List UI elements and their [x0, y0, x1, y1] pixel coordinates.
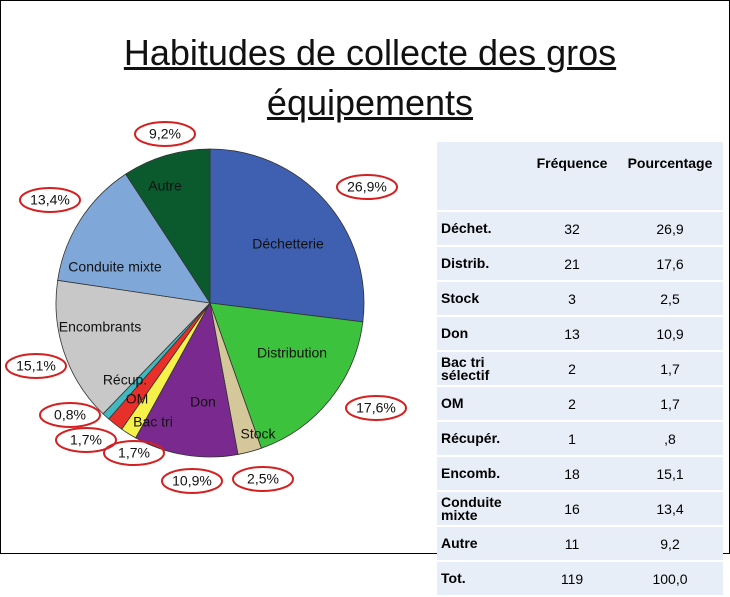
table-cell: 9,2 — [617, 526, 723, 562]
pie-slice — [55, 279, 211, 415]
value-label: 1,7% — [118, 445, 150, 461]
table-cell: 17,6 — [617, 246, 723, 282]
label-ring — [19, 187, 81, 213]
value-label: 1,7% — [70, 432, 102, 448]
slice-label: Distribution — [257, 345, 327, 361]
table-cell: 13,4 — [617, 491, 723, 527]
row-label: Encomb. — [437, 456, 527, 492]
table: Fréquence Pourcentage Déchet. 32 26,9 Distri… — [437, 142, 723, 597]
header-cell: Pourcentage — [617, 142, 723, 212]
row-label: OM — [437, 386, 527, 422]
table-row: Conduite mixte 16 13,4 — [437, 491, 723, 527]
row-label: Distrib. — [437, 246, 527, 282]
pie-slice — [125, 148, 211, 305]
chart-title: Habitudes de collecte des gros équipemen… — [123, 32, 617, 123]
table-row: Encomb. 18 15,1 — [437, 456, 723, 492]
table-cell: 15,1 — [617, 456, 723, 492]
label-ring — [39, 402, 101, 428]
slice-label: OM — [126, 391, 149, 407]
table-cell: ,8 — [617, 421, 723, 457]
label-ring — [232, 466, 294, 492]
pie-slice — [209, 302, 364, 449]
slice-label: Conduite mixte — [68, 259, 162, 275]
slice-label: Récup. — [103, 372, 147, 388]
header-cell: Fréquence — [527, 142, 617, 212]
row-label: Bac tri sélectif — [437, 351, 527, 387]
table-cell: 18 — [527, 456, 617, 492]
table-row: Distrib. 21 17,6 — [437, 246, 723, 282]
table-cell: 1,7 — [617, 386, 723, 422]
row-label: Stock — [437, 281, 527, 317]
table-row: OM 2 1,7 — [437, 386, 723, 422]
row-label: Autre — [437, 526, 527, 562]
label-ring — [134, 121, 196, 147]
table-cell: 11 — [527, 526, 617, 562]
label-ring — [161, 468, 223, 494]
value-label: 15,1% — [16, 358, 56, 374]
table-row: Récupér. 1,8 — [437, 421, 723, 457]
table-row: Don 13 10,9 — [437, 316, 723, 352]
header-cell — [437, 142, 527, 212]
table-cell: 100,0 — [617, 561, 723, 597]
slice-label: Bac tri — [133, 414, 173, 430]
table-cell: 16 — [527, 491, 617, 527]
table-cell: 2 — [527, 386, 617, 422]
slice-label: Stock — [240, 426, 276, 442]
row-label: Conduite mixte — [437, 491, 527, 527]
value-label: 26,9% — [347, 179, 387, 195]
label-ring — [55, 427, 117, 453]
label-ring — [345, 395, 407, 421]
label-ring — [336, 174, 398, 200]
slice-label: Encombrants — [59, 319, 141, 335]
table-row: Tot. 119 100,0 — [437, 561, 723, 597]
slice-label: Déchetterie — [252, 236, 324, 252]
table-row: Stock 3 2,5 — [437, 281, 723, 317]
table-cell: 3 — [527, 281, 617, 317]
value-label: 13,4% — [30, 192, 70, 208]
label-ring — [103, 440, 165, 466]
table-cell: 10,9 — [617, 316, 723, 352]
row-label: Tot. — [437, 561, 527, 597]
table-cell: 32 — [527, 211, 617, 247]
header-row: Fréquence Pourcentage — [437, 142, 723, 212]
pie-slice — [209, 148, 365, 323]
table-cell: 1,7 — [617, 351, 723, 387]
slice-label: Don — [190, 394, 216, 410]
table-cell: 26,9 — [617, 211, 723, 247]
table-cell: 2 — [527, 351, 617, 387]
table-cell: 13 — [527, 316, 617, 352]
pie-slice — [135, 301, 239, 458]
data-table: Fréquence Pourcentage Déchet. 32 26,9 Distri… — [437, 142, 723, 597]
pie-slice — [57, 173, 211, 304]
value-label: 9,2% — [149, 126, 181, 142]
table-row: Déchet. 32 26,9 — [437, 211, 723, 247]
row-label: Don — [437, 316, 527, 352]
table-cell: 119 — [527, 561, 617, 597]
table-row: Autre 11 9,2 — [437, 526, 723, 562]
row-label: Déchet. — [437, 211, 527, 247]
value-label: 10,9% — [172, 473, 212, 489]
value-label: 0,8% — [54, 407, 86, 423]
table-cell: 2,5 — [617, 281, 723, 317]
chart: Déchetterie 26,9% Distribution 17,6% Stock 2,… — [5, 121, 407, 494]
row-label: Récupér. — [437, 421, 527, 457]
label-ring — [5, 353, 67, 379]
table-row: Bac tri sélectif 2 1,7 — [437, 351, 723, 387]
value-label: 2,5% — [247, 471, 279, 487]
value-label: 17,6% — [356, 400, 396, 416]
slice-label: Autre — [148, 178, 182, 194]
table-cell: 1 — [527, 421, 617, 457]
table-cell: 21 — [527, 246, 617, 282]
